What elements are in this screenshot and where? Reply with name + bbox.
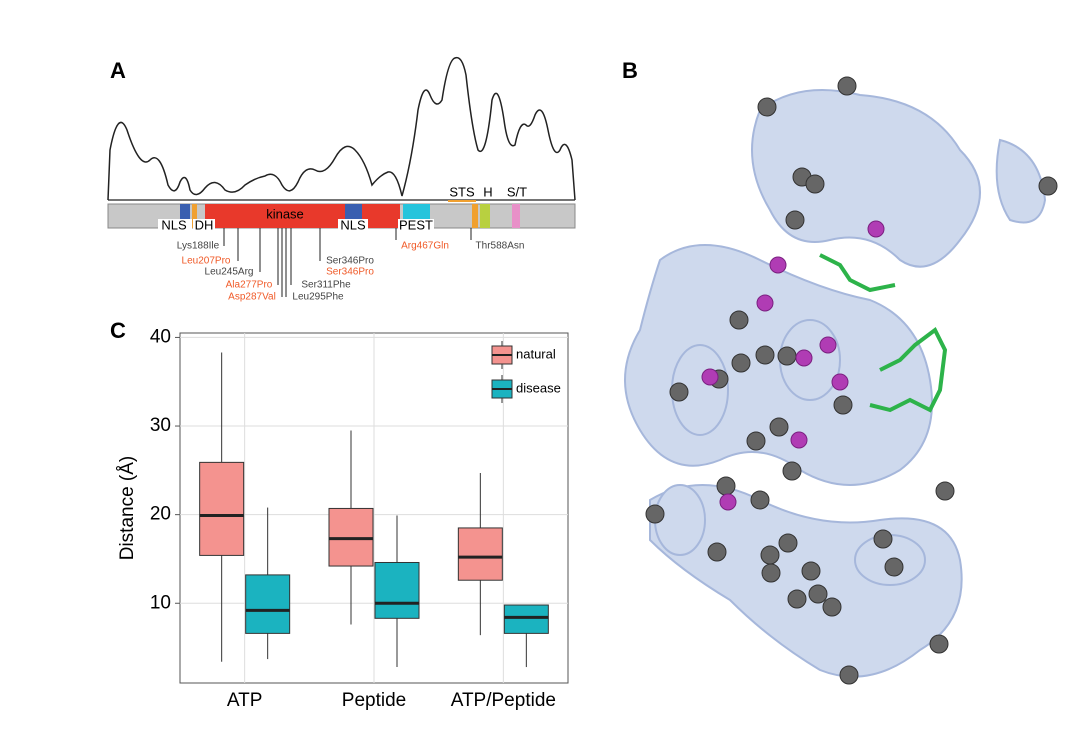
y-tick-label: 40: [150, 326, 171, 347]
boxes: [199, 352, 549, 668]
domain-label: NLS: [340, 217, 366, 232]
box: [503, 604, 549, 634]
y-tick-label: 20: [150, 504, 171, 525]
mutation-label: Leu245Arg: [205, 267, 254, 278]
domain: [480, 204, 490, 228]
label-bg: [193, 219, 215, 231]
mutation-ticks: [223, 228, 472, 297]
mutation-label: Thr588Asn: [476, 241, 525, 252]
box: [199, 461, 245, 556]
domain-label: NLS: [161, 217, 187, 232]
legend-label: disease: [516, 380, 561, 395]
legend-label: natural: [516, 346, 556, 361]
x-tick-label: ATP/Peptide: [451, 690, 556, 711]
domain: [512, 204, 520, 228]
panel-label: C: [110, 318, 126, 343]
domain: [192, 204, 197, 228]
mutation-label: Lys188Ile: [177, 241, 220, 252]
label-bg: [338, 219, 368, 231]
mutation-label: Ala277Pro: [226, 280, 273, 291]
mutation-label: Ser346Pro: [326, 256, 374, 267]
x-tick-label: Peptide: [342, 690, 406, 711]
mutation-label: Leu295Phe: [292, 292, 344, 303]
panel-label: A: [110, 58, 126, 83]
domain: [362, 204, 400, 228]
mutation-label: Arg467Gln: [401, 241, 449, 252]
box: [245, 574, 291, 634]
mutation-label: Ser346Pro: [326, 267, 374, 278]
y-tick-label: 10: [150, 592, 171, 613]
ligand: [819, 253, 948, 413]
disorder-profile: [107, 56, 576, 201]
panel-label: B: [622, 58, 638, 83]
y-axis-label: Distance (Å): [117, 456, 138, 561]
magenta-atoms: [701, 220, 885, 511]
mutation-label: Asp287Val: [228, 292, 276, 303]
mutation-label: Ser311Phe: [301, 280, 351, 291]
y-tick-label: 30: [150, 415, 171, 436]
domain: [205, 204, 345, 228]
domain: [472, 204, 478, 228]
domain-label: STS: [449, 184, 475, 199]
box: [374, 561, 420, 619]
domain-label: kinase: [266, 206, 304, 221]
label-bg: [158, 219, 192, 231]
domain-label: PEST: [399, 217, 433, 232]
domain-label: H: [483, 184, 492, 199]
domain-label: S/T: [507, 184, 527, 199]
mutation-label: Leu207Pro: [182, 256, 231, 267]
domain-label: DH: [195, 217, 214, 232]
label-bg: [398, 219, 434, 231]
grid: [180, 333, 568, 683]
domain: [180, 204, 190, 228]
box: [457, 527, 503, 581]
gray-atoms: [645, 76, 1058, 685]
protein-structure: [624, 89, 1047, 678]
x-tick-label: ATP: [227, 690, 263, 711]
